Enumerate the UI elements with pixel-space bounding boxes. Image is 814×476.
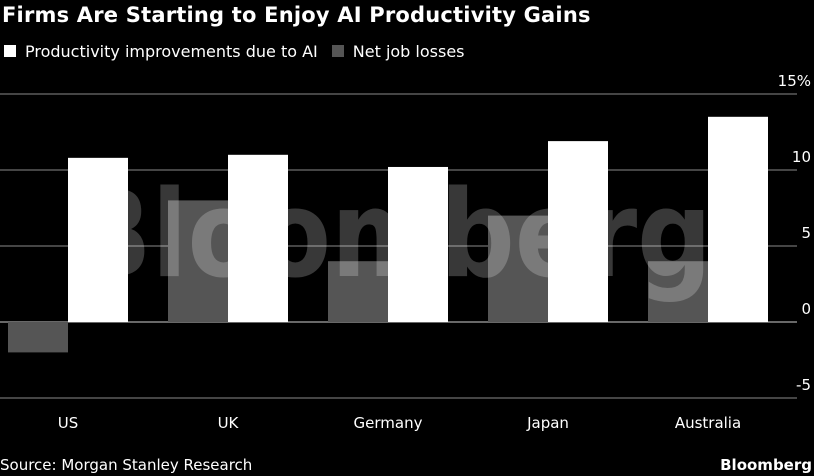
bar-job-losses-japan xyxy=(488,215,548,322)
y-tick-label: 10 xyxy=(792,148,811,166)
bar-job-losses-germany xyxy=(328,261,388,322)
x-tick-label: Germany xyxy=(354,414,423,432)
y-tick-label: 0 xyxy=(801,300,811,318)
chart-title: Firms Are Starting to Enjoy AI Productiv… xyxy=(2,3,591,27)
source-note: Source: Morgan Stanley Research xyxy=(0,456,253,474)
x-tick-label: Japan xyxy=(526,414,569,432)
y-tick-label: 15% xyxy=(778,72,811,90)
legend-swatch-productivity xyxy=(4,45,16,57)
bar-productivity-uk xyxy=(228,154,288,322)
bar-productivity-germany xyxy=(388,166,448,322)
watermark-logo: Bloomberg xyxy=(72,166,712,305)
bar-productivity-australia xyxy=(708,116,768,322)
bar-job-losses-us xyxy=(8,322,68,353)
legend-swatch-job-losses xyxy=(331,45,344,57)
legend-label-productivity: Productivity improvements due to AI xyxy=(25,41,318,61)
x-tick-label: Australia xyxy=(675,414,741,432)
y-tick-label: 5 xyxy=(801,224,811,242)
brand-logo-text: Bloomberg xyxy=(720,456,812,474)
x-tick-label: UK xyxy=(218,414,240,432)
x-tick-label: US xyxy=(58,414,79,432)
legend-item-job-losses: Net job losses xyxy=(331,41,465,61)
legend-label-job-losses: Net job losses xyxy=(352,41,465,61)
chart-legend: Productivity improvements due to AI Net … xyxy=(4,41,479,61)
bar-job-losses-uk xyxy=(168,200,228,322)
bar-productivity-japan xyxy=(548,141,608,322)
y-tick-label: -5 xyxy=(796,376,811,394)
legend-item-productivity: Productivity improvements due to AI xyxy=(4,42,318,61)
bar-productivity-us xyxy=(68,157,128,322)
bar-job-losses-australia xyxy=(648,261,708,322)
